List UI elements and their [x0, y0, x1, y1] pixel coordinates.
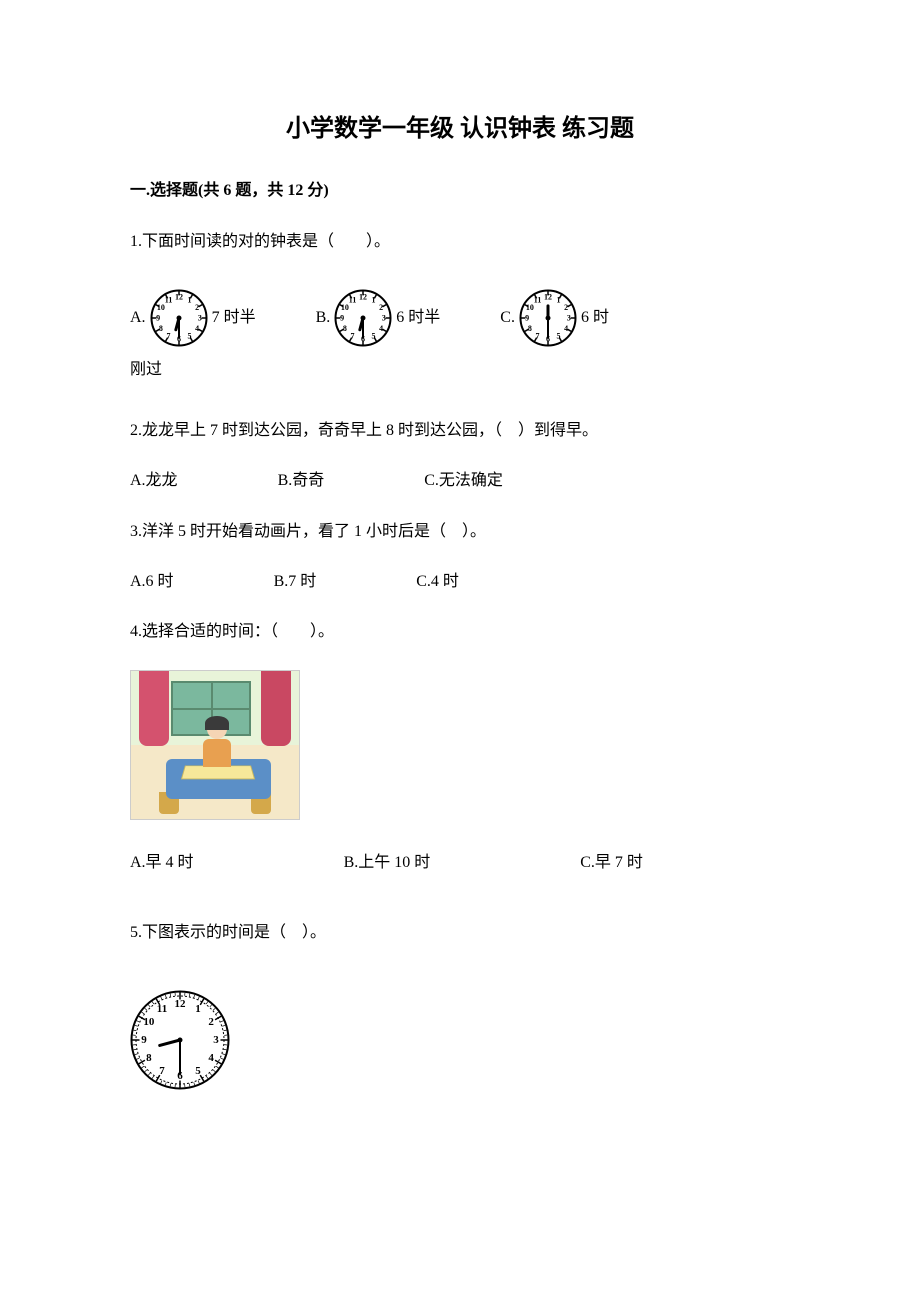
clock-icon: 123456789101112: [130, 990, 230, 1090]
svg-text:7: 7: [351, 332, 355, 341]
q1-optB-label: 6 时半: [396, 305, 440, 331]
question-2-text: 2.龙龙早上 7 时到达公园，奇奇早上 8 时到达公园，（ ）到得早。: [130, 413, 790, 448]
q2-option-b: B.奇奇: [278, 468, 325, 494]
question-2-options: A.龙龙 B.奇奇 C.无法确定: [130, 468, 790, 494]
svg-text:12: 12: [359, 293, 367, 302]
q3-option-c: C.4 时: [416, 569, 459, 595]
q4-option-b: B.上午 10 时: [344, 850, 431, 876]
svg-text:11: 11: [157, 1003, 167, 1015]
q1-option-c: C. 123456789101112 6 时: [500, 289, 609, 347]
clock-icon: 123456789101112: [334, 289, 392, 347]
svg-text:12: 12: [544, 293, 552, 302]
svg-text:8: 8: [158, 324, 162, 333]
svg-text:9: 9: [156, 314, 160, 323]
svg-text:4: 4: [195, 324, 199, 333]
q4-option-c: C.早 7 时: [580, 850, 643, 876]
question-3-text: 3.洋洋 5 时开始看动画片，看了 1 小时后是（ ）。: [130, 514, 790, 549]
svg-text:2: 2: [208, 1016, 214, 1028]
svg-text:10: 10: [341, 303, 349, 312]
svg-text:11: 11: [164, 296, 172, 305]
clock-icon: 123456789101112: [519, 289, 577, 347]
section-1-header: 一.选择题(共 6 题，共 12 分): [130, 178, 790, 204]
svg-text:8: 8: [528, 324, 532, 333]
q2-option-a: A.龙龙: [130, 468, 178, 494]
svg-text:5: 5: [187, 332, 191, 341]
question-4-options: A.早 4 时 B.上午 10 时 C.早 7 时: [130, 850, 790, 876]
svg-text:9: 9: [340, 314, 344, 323]
svg-text:4: 4: [208, 1052, 214, 1064]
kid-icon: [198, 719, 236, 769]
clock-icon: 123456789101112: [150, 289, 208, 347]
svg-text:8: 8: [343, 324, 347, 333]
svg-text:11: 11: [349, 296, 357, 305]
q1-optA-prefix: A.: [130, 305, 146, 331]
curtain-icon: [139, 671, 169, 746]
svg-text:2: 2: [379, 303, 383, 312]
q4-illustration: [130, 670, 300, 820]
svg-text:2: 2: [195, 303, 199, 312]
svg-text:5: 5: [556, 332, 560, 341]
svg-text:7: 7: [535, 332, 539, 341]
question-3-options: A.6 时 B.7 时 C.4 时: [130, 569, 790, 595]
question-1-options: A. 123456789101112 7 时半 B. 1234567891011…: [130, 289, 790, 347]
svg-text:1: 1: [556, 296, 560, 305]
q1-optC-extra: 刚过: [130, 357, 790, 383]
page-title: 小学数学一年级 认识钟表 练习题: [130, 110, 790, 148]
question-5-text: 5.下图表示的时间是（ ）。: [130, 915, 790, 950]
svg-text:12: 12: [175, 293, 183, 302]
svg-text:3: 3: [567, 314, 571, 323]
svg-text:12: 12: [175, 998, 187, 1010]
svg-text:1: 1: [195, 1003, 201, 1015]
svg-text:5: 5: [195, 1065, 201, 1077]
svg-text:5: 5: [372, 332, 376, 341]
svg-text:11: 11: [534, 296, 542, 305]
svg-text:1: 1: [187, 296, 191, 305]
q3-option-b: B.7 时: [274, 569, 317, 595]
svg-text:9: 9: [141, 1034, 147, 1046]
q1-option-a: A. 123456789101112 7 时半: [130, 289, 256, 347]
svg-text:8: 8: [146, 1052, 152, 1064]
q1-optC-label: 6 时: [581, 305, 609, 331]
svg-text:10: 10: [143, 1016, 155, 1028]
svg-text:2: 2: [564, 303, 568, 312]
q3-option-a: A.6 时: [130, 569, 174, 595]
svg-text:9: 9: [525, 314, 529, 323]
q1-optA-label: 7 时半: [212, 305, 256, 331]
q1-optC-prefix: C.: [500, 305, 515, 331]
q1-option-b: B. 123456789101112 6 时半: [316, 289, 441, 347]
curtain-icon: [261, 671, 291, 746]
svg-text:10: 10: [526, 303, 534, 312]
question-1-text: 1.下面时间读的对的钟表是（ ）。: [130, 224, 790, 259]
svg-text:3: 3: [197, 314, 201, 323]
svg-text:7: 7: [166, 332, 170, 341]
svg-text:7: 7: [159, 1065, 165, 1077]
svg-text:1: 1: [372, 296, 376, 305]
svg-text:3: 3: [382, 314, 386, 323]
svg-text:4: 4: [379, 324, 383, 333]
svg-text:10: 10: [156, 303, 164, 312]
q1-optB-prefix: B.: [316, 305, 331, 331]
q4-option-a: A.早 4 时: [130, 850, 194, 876]
question-4-text: 4.选择合适的时间：（ ）。: [130, 614, 790, 649]
svg-text:3: 3: [213, 1034, 219, 1046]
q2-option-c: C.无法确定: [424, 468, 503, 494]
svg-text:4: 4: [564, 324, 568, 333]
